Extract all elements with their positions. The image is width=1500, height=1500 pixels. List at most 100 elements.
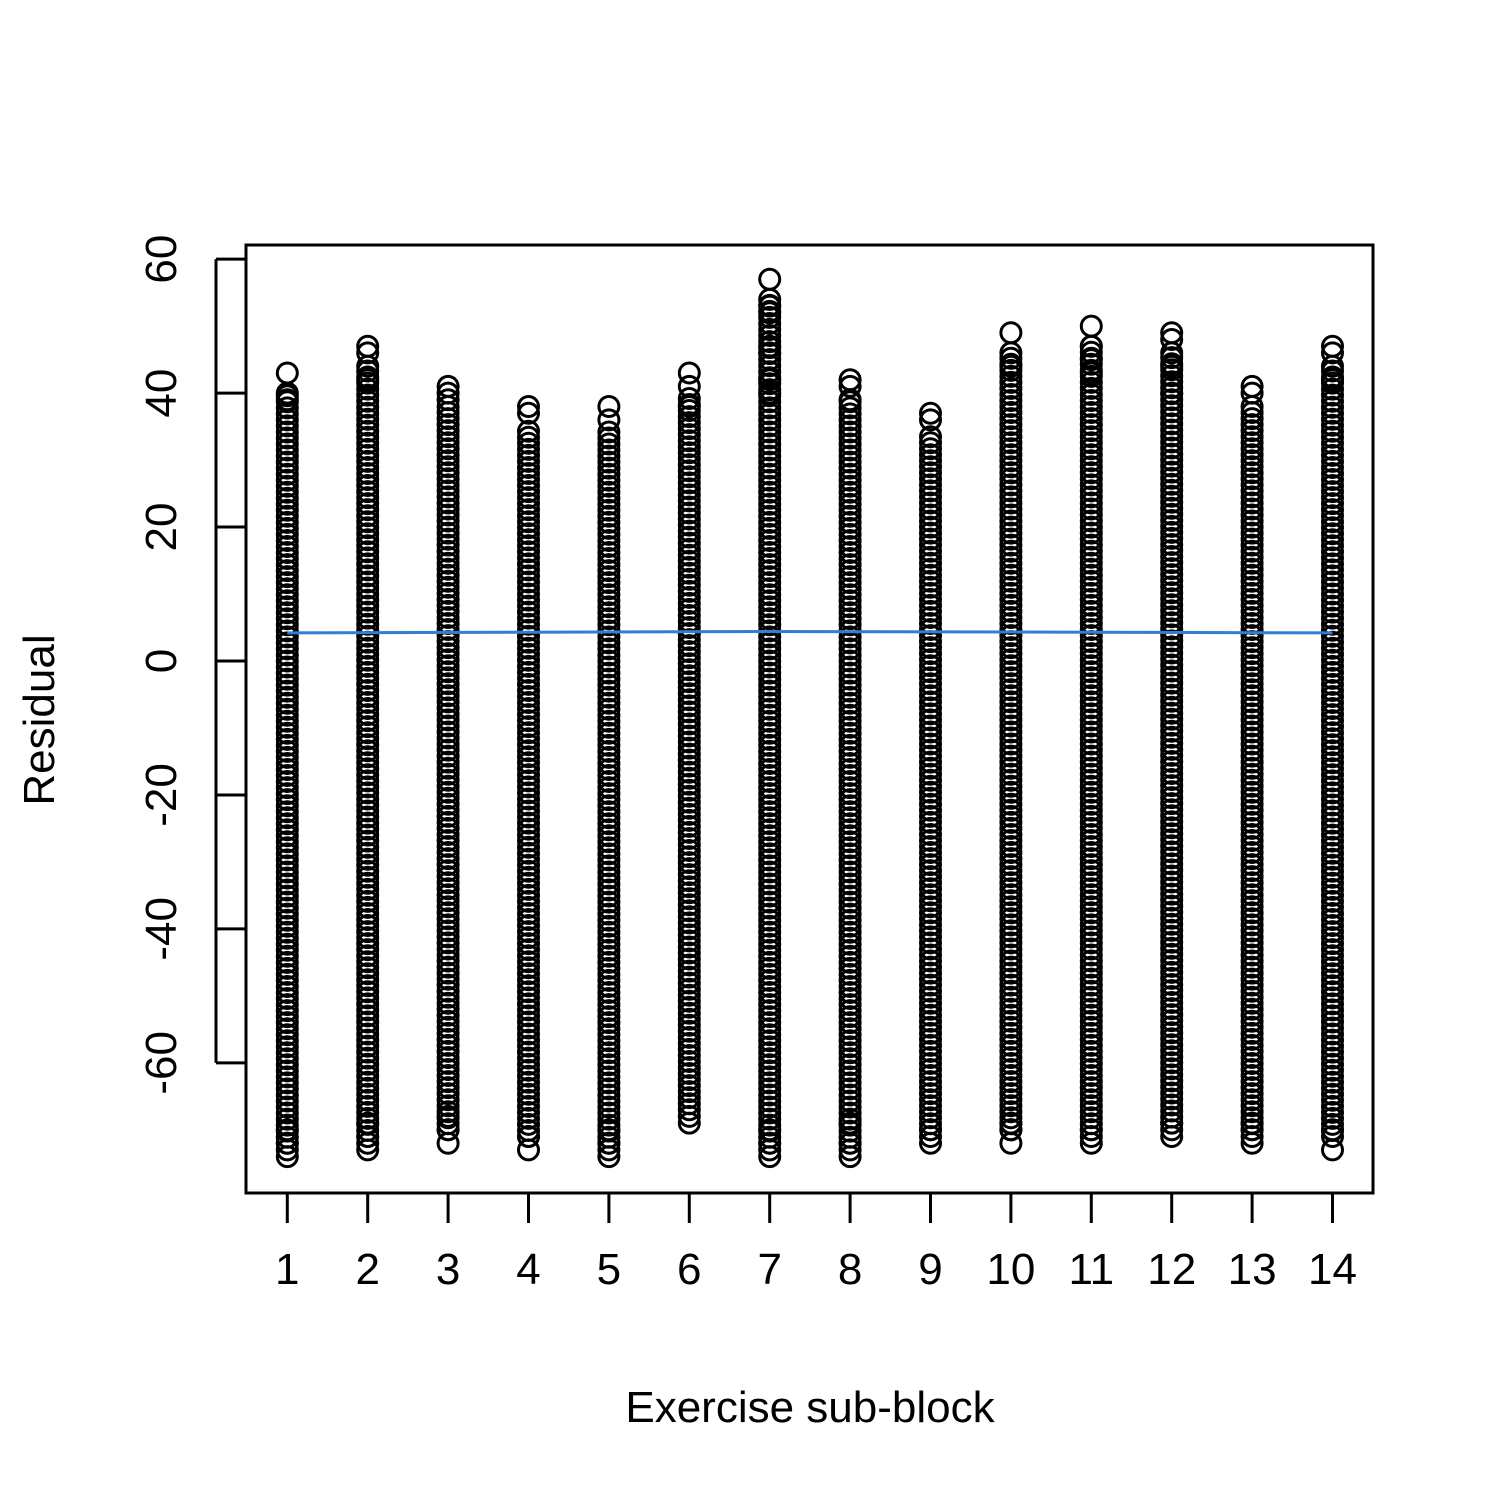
point-column-3 — [436, 374, 460, 1155]
data-point — [677, 441, 701, 465]
data-point — [1321, 1100, 1344, 1124]
data-point — [436, 750, 460, 774]
data-point — [999, 1052, 1023, 1075]
data-point — [677, 700, 701, 724]
data-point — [1240, 1070, 1264, 1094]
data-point — [838, 878, 862, 902]
data-point — [758, 559, 782, 583]
data-point — [1240, 449, 1264, 473]
data-point — [1321, 883, 1344, 907]
data-point — [919, 997, 942, 1021]
data-point — [1079, 1070, 1103, 1094]
data-point — [436, 1021, 460, 1045]
data-point — [1079, 853, 1103, 877]
data-point — [356, 474, 380, 497]
y-tick-label: 40 — [137, 369, 186, 418]
data-point — [1160, 490, 1184, 514]
data-point — [436, 690, 460, 714]
data-point — [1240, 823, 1264, 846]
data-point — [677, 513, 701, 537]
data-point — [999, 931, 1023, 955]
data-point — [1321, 642, 1344, 666]
data-point — [677, 525, 701, 549]
data-point — [1160, 1045, 1184, 1069]
data-point — [919, 823, 942, 846]
data-point — [758, 932, 782, 956]
data-point — [677, 1025, 701, 1049]
data-point — [517, 697, 540, 720]
data-point — [919, 660, 942, 684]
data-point — [1160, 484, 1184, 508]
data-point — [597, 1053, 621, 1077]
data-point — [919, 1033, 942, 1057]
data-point — [999, 762, 1023, 786]
data-point — [436, 1082, 460, 1106]
data-point — [999, 431, 1023, 455]
data-point — [1079, 606, 1103, 629]
data-point — [999, 461, 1023, 485]
data-point — [275, 836, 299, 860]
data-point — [999, 395, 1023, 418]
data-point — [1079, 407, 1103, 431]
data-point — [838, 414, 862, 438]
data-point — [1240, 660, 1264, 684]
data-point — [1240, 913, 1264, 937]
data-point — [597, 993, 621, 1017]
data-point — [597, 902, 621, 926]
data-point — [517, 889, 540, 913]
data-point — [1240, 533, 1264, 557]
data-point — [677, 718, 701, 742]
data-point — [436, 895, 460, 919]
data-point — [275, 890, 299, 914]
data-point — [1079, 774, 1103, 798]
data-point — [677, 465, 701, 489]
data-point — [517, 974, 540, 998]
data-point — [1160, 1003, 1184, 1027]
data-point — [517, 498, 540, 522]
data-point — [677, 471, 701, 495]
data-point — [1079, 370, 1103, 394]
data-point — [275, 842, 299, 866]
data-point — [597, 607, 621, 631]
data-point — [356, 449, 380, 473]
data-point — [838, 529, 862, 552]
data-point — [758, 535, 782, 558]
data-point — [1321, 1125, 1344, 1148]
data-point — [356, 877, 380, 901]
data-point — [758, 878, 782, 902]
data-point — [1160, 870, 1184, 894]
data-point — [838, 498, 862, 522]
data-point — [919, 780, 942, 804]
data-point — [436, 997, 460, 1021]
data-point — [275, 444, 299, 468]
data-point — [356, 516, 380, 540]
data-point — [597, 420, 621, 444]
data-point — [999, 780, 1023, 804]
data-point — [436, 648, 460, 672]
data-point — [275, 878, 299, 902]
outlier-point — [758, 1131, 782, 1155]
data-point — [1240, 642, 1264, 666]
data-point — [677, 1068, 701, 1092]
data-point — [356, 733, 380, 757]
data-point — [919, 509, 942, 533]
data-point — [275, 956, 299, 980]
data-point — [838, 1059, 862, 1083]
data-point — [677, 495, 701, 519]
data-point — [758, 571, 782, 595]
data-point — [597, 1011, 621, 1035]
data-point — [999, 696, 1023, 720]
data-point — [356, 437, 380, 461]
data-point — [1321, 576, 1344, 600]
data-point — [677, 411, 701, 435]
data-point — [356, 1100, 380, 1124]
data-point — [1079, 557, 1103, 581]
data-point — [436, 901, 460, 925]
data-point — [677, 827, 701, 850]
data-point — [436, 780, 460, 804]
data-point — [919, 1076, 942, 1100]
data-point — [999, 437, 1023, 461]
data-point — [677, 989, 701, 1013]
data-point — [436, 551, 460, 575]
data-point — [597, 462, 621, 486]
